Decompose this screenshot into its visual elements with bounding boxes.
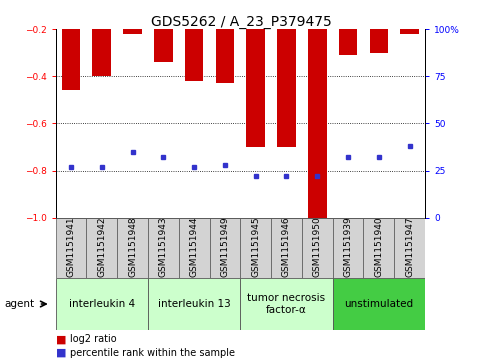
Bar	[148, 278, 241, 330]
Text: tumor necrosis
factor-α: tumor necrosis factor-α	[247, 293, 326, 315]
Bar	[215, 0, 234, 83]
Text: GSM1151950: GSM1151950	[313, 216, 322, 277]
Bar	[148, 218, 179, 278]
Text: percentile rank within the sample: percentile rank within the sample	[70, 348, 235, 358]
Bar	[56, 278, 148, 330]
Bar	[364, 218, 394, 278]
Text: GSM1151945: GSM1151945	[251, 216, 260, 277]
Bar	[62, 0, 80, 90]
Text: GSM1151946: GSM1151946	[282, 216, 291, 277]
Text: GDS5262 / A_23_P379475: GDS5262 / A_23_P379475	[151, 15, 332, 29]
Bar	[246, 0, 265, 147]
Bar	[117, 218, 148, 278]
Bar	[339, 0, 357, 55]
Bar	[369, 0, 388, 53]
Bar	[179, 218, 210, 278]
Bar	[185, 0, 203, 81]
Bar	[86, 218, 117, 278]
Text: GSM1151941: GSM1151941	[67, 216, 75, 277]
Bar	[308, 0, 327, 218]
Bar	[333, 218, 364, 278]
Bar	[271, 218, 302, 278]
Text: GSM1151944: GSM1151944	[190, 216, 199, 277]
Bar	[302, 218, 333, 278]
Bar	[394, 218, 425, 278]
Text: ■: ■	[56, 334, 66, 344]
Bar	[400, 0, 419, 34]
Text: GSM1151940: GSM1151940	[374, 216, 384, 277]
Text: GSM1151947: GSM1151947	[405, 216, 414, 277]
Text: agent: agent	[5, 299, 35, 309]
Bar	[240, 278, 333, 330]
Bar	[154, 0, 172, 62]
Text: unstimulated: unstimulated	[344, 299, 413, 309]
Text: log2 ratio: log2 ratio	[70, 334, 117, 344]
Bar	[210, 218, 240, 278]
Text: GSM1151943: GSM1151943	[159, 216, 168, 277]
Bar	[123, 0, 142, 34]
Text: GSM1151948: GSM1151948	[128, 216, 137, 277]
Text: GSM1151939: GSM1151939	[343, 216, 353, 277]
Bar	[56, 218, 86, 278]
Text: interleukin 13: interleukin 13	[158, 299, 230, 309]
Text: ■: ■	[56, 348, 66, 358]
Bar	[277, 0, 296, 147]
Text: interleukin 4: interleukin 4	[69, 299, 135, 309]
Text: GSM1151942: GSM1151942	[97, 216, 106, 277]
Bar	[240, 218, 271, 278]
Text: GSM1151949: GSM1151949	[220, 216, 229, 277]
Bar	[92, 0, 111, 76]
Bar	[333, 278, 425, 330]
